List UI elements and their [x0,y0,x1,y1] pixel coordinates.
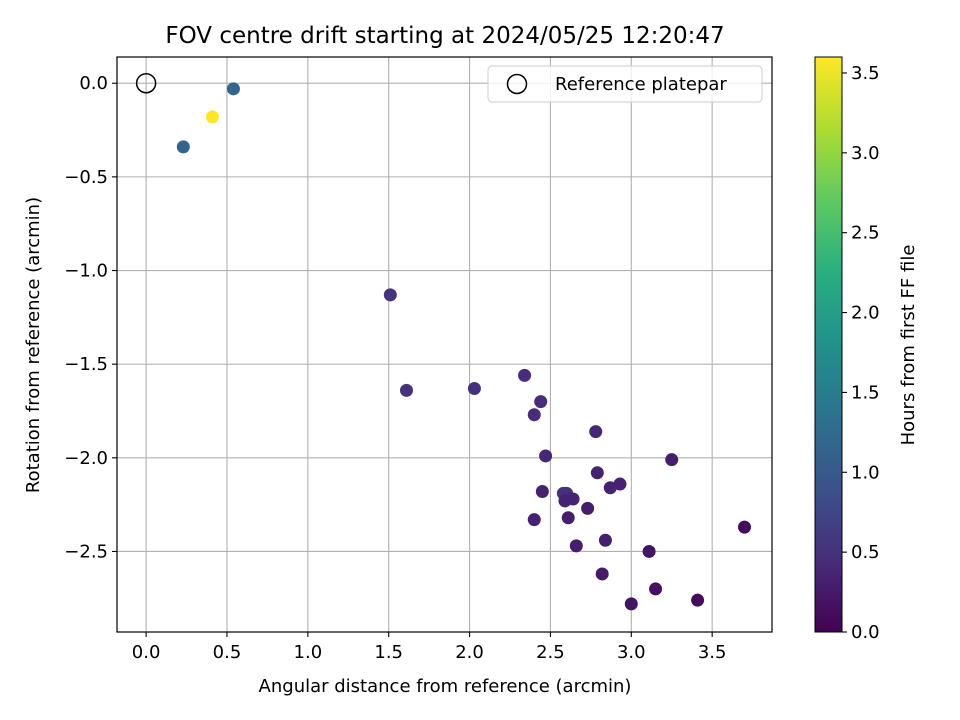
legend-open-circle-marker [506,73,528,95]
scatter-point [535,485,549,499]
grid [117,57,772,632]
scatter-point [569,539,583,553]
scatter-point [691,593,705,607]
scatter-point [558,494,572,508]
scatter-point [738,520,752,534]
scatter-point [595,567,609,581]
scatter-point [589,425,603,439]
y-tick-label: −2.0 [64,448,108,469]
y-tick-label: −1.0 [64,261,108,282]
colorbar-tick-label: 0.5 [851,542,880,563]
x-tick-label: 2.0 [455,642,484,663]
colorbar-ticks: 0.0 0.5 1.0 1.5 2.0 2.5 3.0 3.5 [842,63,880,643]
scatter-point [527,513,541,527]
legend-label-reference: Reference platepar [555,74,727,95]
colorbar-tick-label: 1.0 [851,462,880,483]
y-tick-label: 0.0 [79,73,108,94]
scatter-point [399,383,413,397]
colorbar-gradient [814,56,843,633]
scatter-point [176,140,190,154]
colorbar-tick-label: 0.0 [851,622,880,643]
scatter-point [642,544,656,558]
y-tick-label: −0.5 [64,167,108,188]
x-tick-label: 0.5 [213,642,242,663]
colorbar-tick-label: 3.5 [851,63,880,84]
colorbar-tick-label: 2.0 [851,303,880,324]
scatter-point [534,395,548,409]
scatter-point [581,501,595,515]
chart-title: FOV centre drift starting at 2024/05/25 … [165,23,724,49]
x-axis-label: Angular distance from reference (arcmin) [259,676,632,697]
scatter-point [527,408,541,422]
scatter-point [467,382,481,396]
scatter-points [135,72,752,611]
scatter-point [518,368,532,382]
scatter-point [205,110,219,124]
colorbar-tick-label: 3.0 [851,143,880,164]
scatter-point [383,288,397,302]
scatter-point [649,582,663,596]
reference-platepar-marker [135,72,157,94]
colorbar: 0.0 0.5 1.0 1.5 2.0 2.5 3.0 3.5 Hours from firs… [814,56,919,643]
scatter-point [624,597,638,611]
scatter-point [539,449,553,463]
plot-frame [116,56,773,633]
colorbar-tick-label: 2.5 [851,223,880,244]
x-axis-ticks: 0.0 0.5 1.0 1.5 2.0 2.5 3.0 3.5 [132,632,727,663]
y-tick-label: −1.5 [64,354,108,375]
colorbar-label: Hours from first FF file [898,245,919,446]
scatter-point [603,481,617,495]
y-axis-ticks: 0.0 −0.5 −1.0 −1.5 −2.0 −2.5 [64,73,117,562]
scatter-point [598,533,612,547]
colorbar-tick-label: 1.5 [851,382,880,403]
x-tick-label: 3.0 [617,642,646,663]
x-tick-label: 2.5 [536,642,565,663]
y-axis-label: Rotation from reference (arcmin) [23,197,44,493]
scatter-point [665,453,679,467]
x-tick-label: 1.5 [374,642,403,663]
scatter-point [226,82,240,96]
x-tick-label: 0.0 [132,642,161,663]
x-tick-label: 1.0 [294,642,323,663]
scatter-point [561,511,575,525]
x-tick-label: 3.5 [698,642,727,663]
legend: Reference platepar [487,65,763,103]
y-tick-label: −2.5 [64,541,108,562]
legend-box [487,65,763,103]
scatter-point [590,466,604,480]
